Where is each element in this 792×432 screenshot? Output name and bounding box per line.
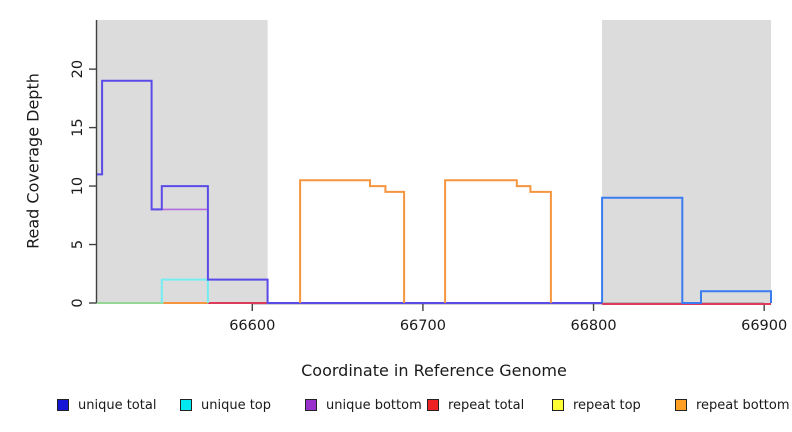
legend-swatch xyxy=(427,399,439,411)
legend-label: repeat top xyxy=(573,397,641,413)
legend-item-repeat-top: repeat top xyxy=(552,396,641,414)
x-tick-label: 66900 xyxy=(741,318,787,334)
legend-swatch xyxy=(675,399,687,411)
legend-item-repeat-total: repeat total xyxy=(427,396,524,414)
series-line xyxy=(444,179,552,303)
series-line xyxy=(160,278,209,303)
x-axis-label: Coordinate in Reference Genome xyxy=(301,361,567,380)
shaded-region xyxy=(602,20,771,303)
x-tick-label: 66700 xyxy=(400,318,446,334)
legend-item-unique-top: unique top xyxy=(180,396,271,414)
legend-swatch xyxy=(305,399,317,411)
legend-item-repeat-bottom: repeat bottom xyxy=(675,396,790,414)
y-tick-label: 15 xyxy=(70,118,86,136)
y-axis-label: Read Coverage Depth xyxy=(23,73,43,249)
shaded-region xyxy=(97,20,268,303)
legend: unique total unique top unique bottom repea… xyxy=(0,396,792,414)
series-line xyxy=(601,196,772,304)
x-tick-label: 66600 xyxy=(229,318,275,334)
legend-label: unique bottom xyxy=(326,397,422,413)
legend-item-unique-bottom: unique bottom xyxy=(305,396,422,414)
legend-swatch xyxy=(180,399,192,411)
x-tick-label: 66800 xyxy=(570,318,616,334)
legend-swatch xyxy=(552,399,564,411)
legend-item-unique-total: unique total xyxy=(57,396,156,414)
y-tick-label: 5 xyxy=(70,240,86,249)
legend-label: repeat bottom xyxy=(696,397,790,413)
y-tick-label: 0 xyxy=(70,298,86,307)
y-tick-label: 10 xyxy=(70,177,86,195)
legend-swatch xyxy=(57,399,69,411)
y-tick-label: 20 xyxy=(70,60,86,78)
legend-label: repeat total xyxy=(448,397,525,413)
legend-label: unique total xyxy=(78,397,157,413)
series-line xyxy=(97,79,603,304)
legend-label: unique top xyxy=(201,397,272,413)
series-line xyxy=(299,179,406,303)
